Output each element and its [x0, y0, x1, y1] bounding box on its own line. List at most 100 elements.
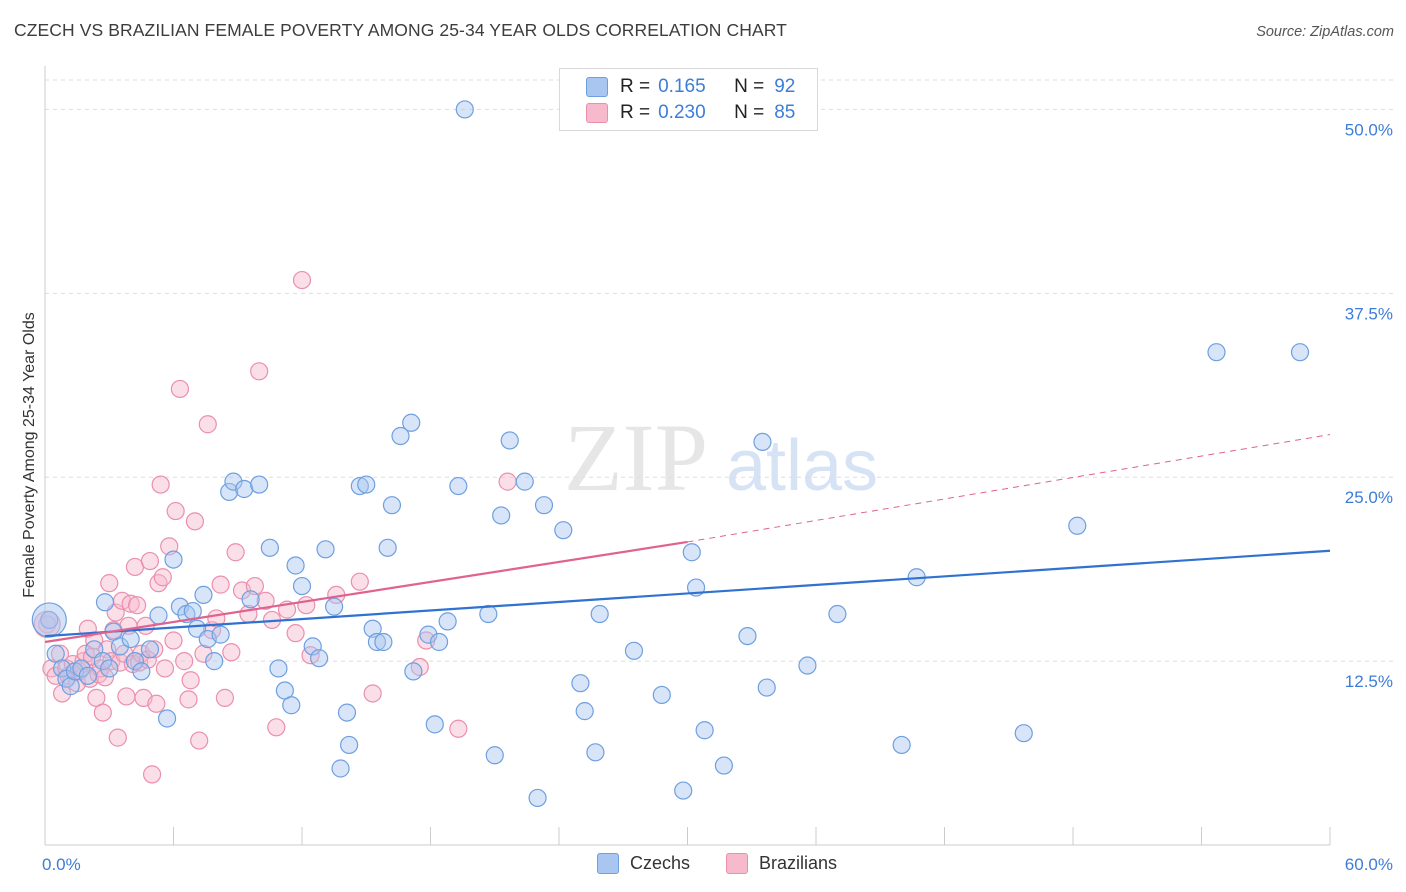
chart-source: Source: ZipAtlas.com [1256, 24, 1394, 40]
data-point [575, 702, 594, 721]
data-point [624, 641, 644, 660]
data-point [185, 512, 205, 531]
data-point [155, 659, 175, 678]
data-point [250, 362, 269, 381]
data-point [121, 594, 140, 613]
data-point [78, 666, 97, 685]
data-point [331, 759, 350, 778]
czechs-swatch [586, 77, 608, 97]
data-point [220, 482, 239, 502]
data-point [1068, 516, 1087, 535]
legend-item-czechs[interactable]: Czechs [597, 853, 690, 874]
data-point [108, 728, 127, 747]
legend-item-brazilians[interactable]: Brazilians [726, 853, 837, 874]
data-point [374, 632, 393, 652]
watermark-zip: ZIP [564, 404, 708, 511]
data-point [181, 671, 200, 690]
data-point [363, 684, 382, 703]
data-point [164, 550, 183, 569]
data-point [310, 649, 329, 668]
data-point [1014, 724, 1033, 743]
trend-lines [44, 434, 1331, 644]
data-point [198, 415, 217, 434]
axes [44, 66, 1331, 846]
brazilians-swatch [586, 103, 608, 123]
data-point [682, 543, 701, 562]
data-point [142, 765, 162, 784]
brazilians-r-value: 0.230 [658, 102, 706, 123]
watermark-atlas: atlas [726, 426, 878, 506]
data-point [110, 637, 130, 656]
data-point [260, 538, 279, 557]
gridlines [45, 79, 1394, 662]
data-point [892, 735, 911, 755]
data-point [316, 540, 335, 559]
data-point [438, 612, 457, 631]
data-point [224, 472, 243, 491]
legend-r-label: R = [620, 102, 651, 123]
data-point [455, 100, 474, 119]
data-point [140, 640, 160, 659]
data-point [100, 659, 119, 678]
brazilians-trend-extension [687, 434, 1331, 543]
data-point [325, 597, 344, 616]
data-point [282, 696, 301, 715]
czechs-swatch [597, 853, 619, 874]
y-tick-label: 25.0% [1345, 488, 1393, 507]
brazilians-label: Brazilians [759, 853, 838, 873]
data-point [757, 678, 776, 697]
data-point [269, 659, 288, 678]
data-point [350, 476, 369, 496]
data-point [100, 574, 119, 593]
czechs-label: Czechs [630, 853, 691, 873]
data-point [235, 479, 254, 499]
y-tick-label: 12.5% [1345, 672, 1393, 691]
brazilians-trend-line [44, 540, 688, 644]
data-point [194, 585, 213, 605]
data-point [256, 591, 275, 610]
data-point [378, 538, 397, 557]
x-tick-label: 60.0% [1345, 855, 1393, 874]
data-point [753, 432, 772, 452]
data-point [350, 572, 369, 591]
data-point [571, 674, 590, 693]
data-point [93, 703, 112, 722]
data-point [153, 568, 172, 587]
data-point [500, 431, 519, 450]
data-point [147, 694, 166, 713]
data-point [222, 643, 241, 662]
data-point [449, 476, 468, 496]
data-point [46, 666, 65, 685]
data-point [140, 551, 160, 571]
legend-row-brazilians: R = 0.230 N = 85 [586, 101, 795, 125]
legend: R = 0.165 N = 92 R = 0.230 N = 85 [559, 68, 818, 131]
y-tick-label: 50.0% [1345, 120, 1393, 139]
data-point [151, 475, 170, 494]
data-point [286, 556, 305, 575]
data-point [157, 709, 177, 728]
legend-r-label: R = [620, 76, 651, 97]
data-point [241, 590, 260, 609]
data-point [179, 690, 198, 709]
data-point [125, 652, 145, 671]
data-point [492, 506, 511, 525]
data-point [828, 604, 847, 624]
czechs-trend-line [44, 549, 1331, 638]
data-point [404, 662, 423, 681]
x-tick-label: 0.0% [42, 855, 81, 874]
data-point [303, 637, 322, 656]
data-point [215, 688, 234, 707]
legend-n-label: N = [734, 76, 765, 97]
watermark: ZIP atlas [564, 404, 878, 511]
data-point [205, 652, 224, 671]
data-point [292, 270, 312, 290]
x-tick-labels: 0.0% 60.0% [42, 855, 1393, 874]
legend-row-czechs: R = 0.165 N = 92 [586, 75, 795, 99]
data-point [402, 413, 421, 432]
data-point [586, 743, 605, 762]
czechs-r-value: 0.165 [658, 76, 706, 97]
data-point [127, 596, 147, 615]
data-point [72, 659, 91, 678]
data-point [170, 379, 190, 399]
